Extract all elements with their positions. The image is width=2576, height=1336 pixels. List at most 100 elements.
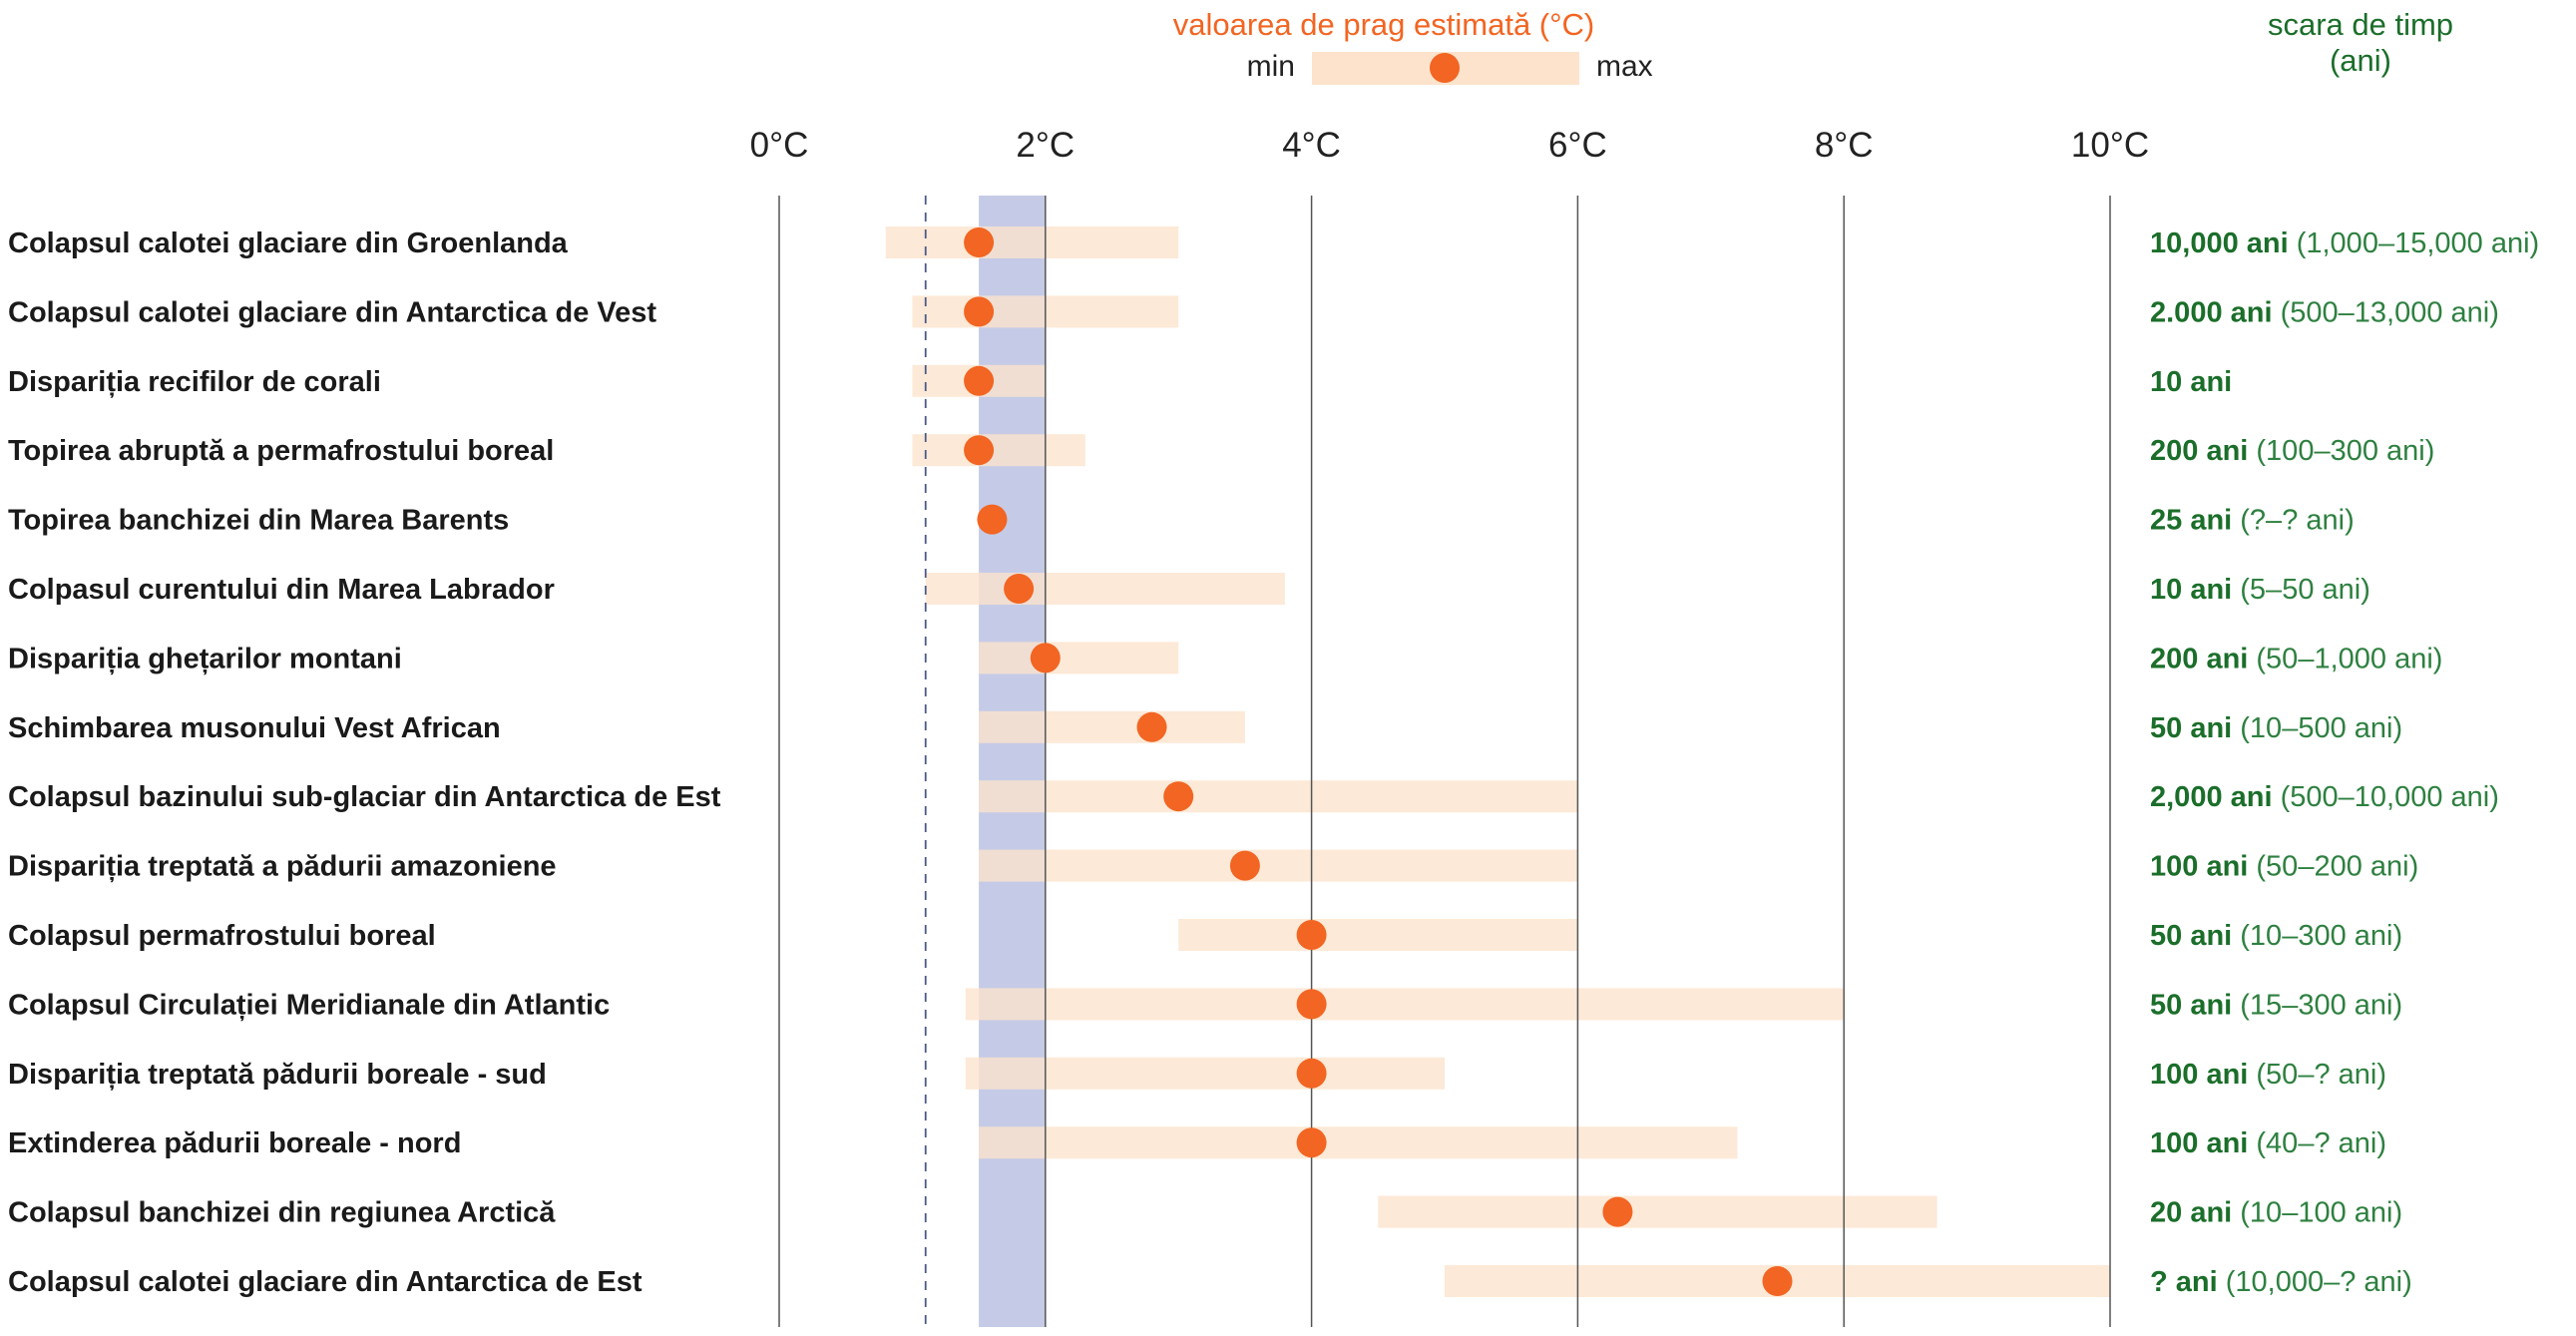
range-bar bbox=[979, 780, 1578, 813]
range-bar bbox=[925, 573, 1285, 605]
row-label: Colapsul bazinului sub-glaciar din Antar… bbox=[8, 781, 721, 813]
timescale-range: (10–500 ani) bbox=[2232, 712, 2402, 744]
estimate-marker bbox=[1163, 781, 1194, 812]
range-bar bbox=[979, 849, 1578, 882]
legend-marker bbox=[1430, 53, 1460, 83]
timescale-range: (5–50 ani) bbox=[2232, 574, 2370, 606]
timescale-entry: 50 ani (10–300 ani) bbox=[2150, 920, 2402, 952]
estimate-markers-layer bbox=[964, 227, 1793, 1296]
estimate-marker bbox=[964, 365, 995, 396]
range-bar bbox=[885, 226, 1179, 258]
timescale-entry: 10 ani bbox=[2150, 366, 2232, 398]
row-label: Schimbarea musonului Vest African bbox=[8, 712, 501, 744]
row-label: Colapsul permafrostului boreal bbox=[8, 920, 436, 952]
row-label: Topirea abruptă a permafrostului boreal bbox=[8, 435, 554, 467]
row-label: Colapsul Circulației Meridianale din Atl… bbox=[8, 989, 610, 1021]
timescale-header: scara de timp (ani) bbox=[2268, 7, 2453, 78]
range-bars-layer bbox=[885, 226, 2110, 1297]
timescale-entry: 100 ani (50–200 ani) bbox=[2150, 851, 2418, 883]
timescale-value: 50 ani bbox=[2150, 920, 2232, 952]
timescale-value: 10 ani bbox=[2150, 574, 2232, 606]
estimate-marker bbox=[1296, 989, 1327, 1020]
timescale-range: (50–? ani) bbox=[2248, 1059, 2386, 1091]
timescale-value: 2,000 ani bbox=[2150, 781, 2273, 813]
estimate-marker bbox=[964, 435, 995, 466]
timescale-entry: 50 ani (10–500 ani) bbox=[2150, 712, 2402, 744]
timescale-entry: 10 ani (5–50 ani) bbox=[2150, 574, 2370, 606]
timescale-entry: 20 ani (10–100 ani) bbox=[2150, 1197, 2402, 1229]
legend: valoarea de prag estimată (°C) min max bbox=[1173, 7, 1653, 85]
x-tick-label: 6°C bbox=[1548, 126, 1607, 165]
timescale-entry: 2,000 ani (500–10,000 ani) bbox=[2150, 781, 2499, 813]
timescale-range: (10–100 ani) bbox=[2232, 1197, 2402, 1229]
timescale-column-layer: 10,000 ani (1,000–15,000 ani) 2.000 ani (… bbox=[2150, 227, 2539, 1298]
timescale-value: 20 ani bbox=[2150, 1197, 2232, 1229]
timescale-range: (10,000–? ani) bbox=[2218, 1266, 2412, 1298]
timescale-value: 200 ani bbox=[2150, 643, 2248, 674]
timescale-entry: 200 ani (100–300 ani) bbox=[2150, 435, 2434, 467]
row-label: Colapsul calotei glaciare din Antarctica… bbox=[8, 296, 656, 328]
range-bar bbox=[979, 642, 1179, 674]
estimate-marker bbox=[964, 296, 995, 327]
timescale-range: (500–10,000 ani) bbox=[2273, 781, 2499, 813]
x-tick-label: 2°C bbox=[1016, 126, 1074, 165]
legend-max-label: max bbox=[1596, 50, 1653, 83]
row-label: Colpasul curentului din Marea Labrador bbox=[8, 574, 555, 606]
estimate-marker bbox=[964, 227, 995, 257]
timescale-value: 10,000 ani bbox=[2150, 227, 2289, 259]
timescale-value: 2.000 ani bbox=[2150, 296, 2273, 328]
timescale-range: (?–? ani) bbox=[2232, 505, 2355, 537]
range-bar bbox=[965, 988, 1845, 1021]
range-bar bbox=[979, 1126, 1738, 1159]
timescale-value: 100 ani bbox=[2150, 851, 2248, 883]
legend-title: valoarea de prag estimată (°C) bbox=[1173, 7, 1594, 42]
timescale-header-line1: scara de timp bbox=[2268, 7, 2453, 42]
x-tick-label: 0°C bbox=[750, 126, 809, 165]
row-label: Dispariția recifilor de corali bbox=[8, 366, 381, 398]
timescale-value: 200 ani bbox=[2150, 435, 2248, 467]
row-label: Colapsul calotei glaciare din Antarctica… bbox=[8, 1266, 643, 1298]
range-bar bbox=[1178, 919, 1578, 951]
timescale-range: (50–1,000 ani) bbox=[2248, 643, 2442, 674]
timescale-value: 100 ani bbox=[2150, 1059, 2248, 1091]
timescale-value: 100 ani bbox=[2150, 1127, 2248, 1159]
estimate-marker bbox=[1296, 1058, 1327, 1089]
range-bar bbox=[965, 1057, 1445, 1090]
row-label: Colapsul calotei glaciare din Groenlanda bbox=[8, 227, 569, 259]
timescale-value: 50 ani bbox=[2150, 712, 2232, 744]
timescale-range: (40–? ani) bbox=[2248, 1127, 2386, 1159]
x-tick-label: 8°C bbox=[1815, 126, 1874, 165]
timescale-range: (15–300 ani) bbox=[2232, 989, 2402, 1021]
timescale-range: (100–300 ani) bbox=[2248, 435, 2434, 467]
estimate-marker bbox=[1296, 1127, 1327, 1158]
estimate-marker bbox=[977, 504, 1008, 535]
timescale-value: 25 ani bbox=[2150, 505, 2232, 537]
row-labels-layer: Colapsul calotei glaciare din Groenlanda… bbox=[8, 227, 721, 1298]
row-label: Dispariția ghețarilor montani bbox=[8, 643, 402, 674]
row-label: Extinderea pădurii boreale - nord bbox=[8, 1127, 461, 1159]
timescale-value: 50 ani bbox=[2150, 989, 2232, 1021]
timescale-value: 10 ani bbox=[2150, 366, 2232, 398]
legend-min-label: min bbox=[1247, 50, 1295, 83]
timescale-entry: 50 ani (15–300 ani) bbox=[2150, 989, 2402, 1021]
row-label: Dispariția treptată pădurii boreale - su… bbox=[8, 1059, 547, 1091]
timescale-header-line2: (ani) bbox=[2330, 43, 2391, 78]
timescale-value: ? ani bbox=[2150, 1266, 2218, 1298]
row-label: Colapsul banchizei din regiunea Arctică bbox=[8, 1197, 556, 1229]
timescale-entry: 25 ani (?–? ani) bbox=[2150, 505, 2355, 537]
timescale-entry: 200 ani (50–1,000 ani) bbox=[2150, 643, 2442, 674]
x-axis-ticks-layer: 0°C 2°C 4°C 6°C 8°C 10°C bbox=[750, 126, 2149, 165]
timescale-entry: 2.000 ani (500–13,000 ani) bbox=[2150, 296, 2499, 328]
range-bar bbox=[979, 710, 1245, 743]
x-tick-label: 10°C bbox=[2071, 126, 2149, 165]
timescale-range: (500–13,000 ani) bbox=[2273, 296, 2499, 328]
estimate-marker bbox=[1004, 574, 1035, 604]
timescale-range: (1,000–15,000 ani) bbox=[2289, 227, 2540, 259]
estimate-marker bbox=[1762, 1266, 1793, 1296]
estimate-marker bbox=[1136, 711, 1167, 742]
x-tick-label: 4°C bbox=[1282, 126, 1341, 165]
estimate-marker bbox=[1296, 920, 1327, 950]
timescale-entry: 100 ani (40–? ani) bbox=[2150, 1127, 2386, 1159]
timescale-entry: 100 ani (50–? ani) bbox=[2150, 1059, 2386, 1091]
